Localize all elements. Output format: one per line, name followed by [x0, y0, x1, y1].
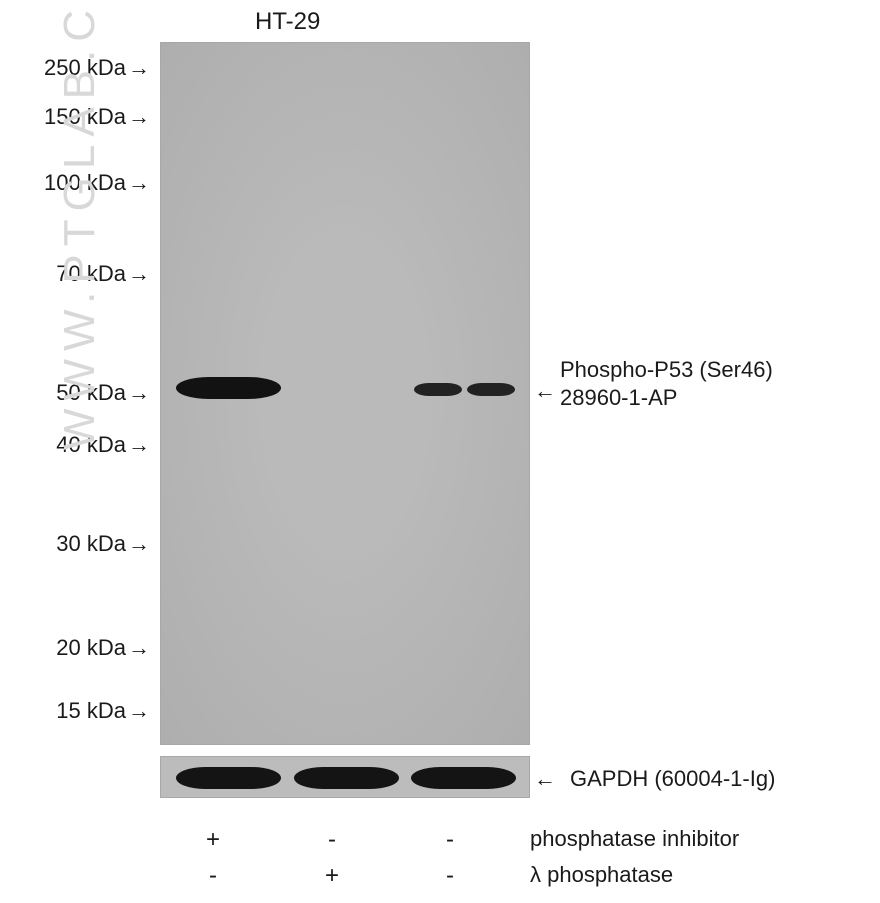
- mw-marker-250: 250 kDa→: [44, 55, 150, 81]
- treatment-r2-label: λ phosphatase: [530, 862, 673, 888]
- target-line2: 28960-1-AP: [560, 385, 677, 410]
- blot-band-lane3a: [414, 383, 462, 396]
- blot-band-lane1: [176, 377, 281, 399]
- cell-line-title: HT-29: [255, 8, 320, 36]
- main-western-blot: [160, 42, 530, 745]
- arrow-right-icon: →: [128, 170, 150, 196]
- mw-marker-30: 30 kDa→: [56, 531, 150, 557]
- gapdh-band-lane2: [294, 767, 399, 789]
- mw-label-text: 15 kDa: [56, 698, 126, 723]
- gapdh-arrow-icon: ←: [534, 766, 556, 792]
- treatment-r1-lane1: +: [203, 826, 223, 854]
- mw-marker-100: 100 kDa→: [44, 170, 150, 196]
- treatment-r2-lane3: -: [440, 862, 460, 890]
- mw-label-text: 150 kDa: [44, 104, 126, 129]
- arrow-right-icon: →: [128, 55, 150, 81]
- mw-label-text: 100 kDa: [44, 170, 126, 195]
- gapdh-loading-control-blot: [160, 756, 530, 798]
- mw-marker-50: 50 kDa→: [56, 380, 150, 406]
- gapdh-band-lane3: [411, 767, 516, 789]
- mw-label-text: 70 kDa: [56, 261, 126, 286]
- arrow-right-icon: →: [128, 432, 150, 458]
- gapdh-band-lane1: [176, 767, 281, 789]
- arrow-right-icon: →: [128, 104, 150, 130]
- treatment-r1-lane2: -: [322, 826, 342, 854]
- target-antibody-label: Phospho-P53 (Ser46) 28960-1-AP: [560, 356, 773, 411]
- arrow-right-icon: →: [128, 635, 150, 661]
- mw-marker-70: 70 kDa→: [56, 261, 150, 287]
- blot-band-lane3b: [467, 383, 515, 396]
- treatment-r2-lane1: -: [203, 862, 223, 890]
- arrow-right-icon: →: [128, 531, 150, 557]
- treatment-r1-label: phosphatase inhibitor: [530, 826, 739, 852]
- treatment-r2-lane2: +: [322, 862, 342, 890]
- mw-marker-15: 15 kDa→: [56, 698, 150, 724]
- mw-label-text: 50 kDa: [56, 380, 126, 405]
- mw-label-text: 40 kDa: [56, 432, 126, 457]
- gapdh-label: GAPDH (60004-1-Ig): [570, 766, 775, 792]
- mw-marker-150: 150 kDa→: [44, 104, 150, 130]
- mw-label-text: 20 kDa: [56, 635, 126, 660]
- mw-marker-40: 40 kDa→: [56, 432, 150, 458]
- arrow-right-icon: →: [128, 380, 150, 406]
- target-arrow-icon: ←: [534, 378, 556, 404]
- mw-label-text: 30 kDa: [56, 531, 126, 556]
- arrow-right-icon: →: [128, 261, 150, 287]
- treatment-r1-lane3: -: [440, 826, 460, 854]
- mw-marker-20: 20 kDa→: [56, 635, 150, 661]
- mw-label-text: 250 kDa: [44, 55, 126, 80]
- arrow-right-icon: →: [128, 698, 150, 724]
- target-line1: Phospho-P53 (Ser46): [560, 357, 773, 382]
